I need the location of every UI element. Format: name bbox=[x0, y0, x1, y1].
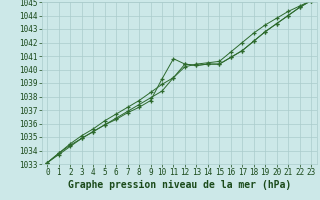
X-axis label: Graphe pression niveau de la mer (hPa): Graphe pression niveau de la mer (hPa) bbox=[68, 180, 291, 190]
